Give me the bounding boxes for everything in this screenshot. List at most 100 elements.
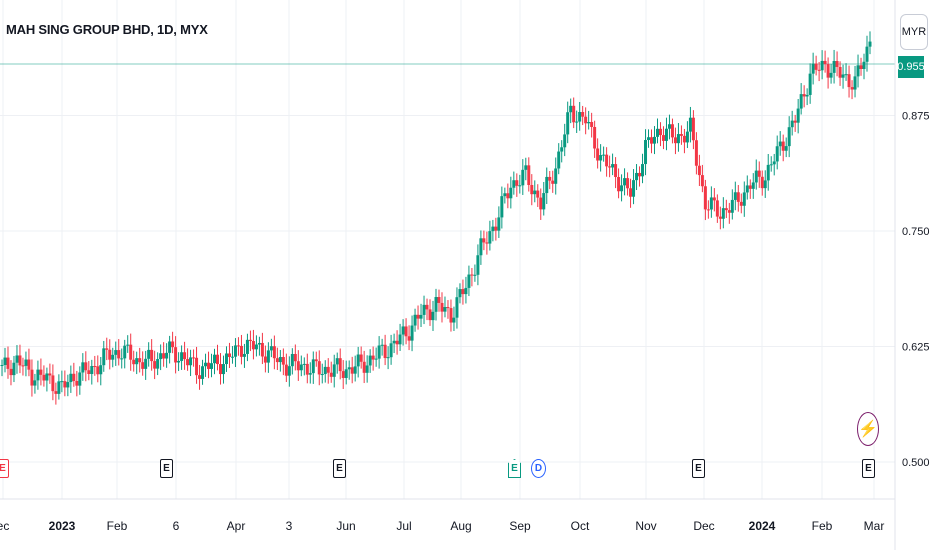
- candle-body: [811, 63, 815, 74]
- candle-body: [787, 127, 791, 147]
- candle-body: [488, 231, 492, 244]
- candle-body: [676, 134, 680, 144]
- candle-body: [578, 112, 582, 122]
- candle-body: [30, 369, 34, 386]
- candle-body: [198, 375, 202, 379]
- price-tick-label: 0.625: [902, 342, 930, 354]
- candle-body: [652, 136, 656, 144]
- candle-body: [329, 372, 333, 377]
- candle-body: [69, 373, 73, 383]
- candle-body: [709, 197, 713, 210]
- time-tick-label: Apr: [227, 519, 246, 533]
- candle-body: [560, 147, 564, 152]
- candle-body: [635, 172, 639, 181]
- candle-body: [539, 197, 543, 210]
- candle-body: [353, 366, 357, 374]
- candle-body: [305, 363, 309, 375]
- earnings-marker[interactable]: E: [862, 459, 875, 478]
- candle-body: [3, 357, 7, 366]
- time-tick-label: 2023: [49, 519, 76, 533]
- candle-body: [748, 185, 752, 189]
- candle-body: [584, 116, 588, 124]
- candle-body: [611, 164, 615, 168]
- candle-body: [557, 151, 561, 169]
- candle-body: [700, 175, 704, 187]
- candle-body: [596, 148, 600, 161]
- candle-body: [697, 165, 701, 176]
- candle-body: [374, 358, 378, 360]
- time-tick-label: 2024: [749, 519, 776, 533]
- candle-body: [715, 200, 719, 217]
- candle-body: [464, 287, 468, 295]
- earnings-marker[interactable]: E: [333, 459, 346, 478]
- candle-body: [180, 352, 184, 361]
- candle-body: [431, 311, 435, 321]
- time-axis[interactable]: ec 2023 Feb 6 Apr 3 Jun Jul Aug Sep Oct Nov Dec 2024 F…: [0, 519, 884, 533]
- candle-body: [775, 146, 779, 162]
- currency-button[interactable]: MYR: [900, 14, 928, 50]
- candle-body: [772, 161, 776, 165]
- candle-body: [688, 117, 692, 132]
- candle-body: [204, 362, 208, 367]
- earnings-marker[interactable]: E: [508, 459, 521, 478]
- candle-body: [703, 186, 707, 210]
- candle-body: [272, 346, 276, 359]
- price-tick-label: 0.750: [902, 226, 930, 238]
- candle-body: [482, 238, 486, 243]
- candle-body: [581, 112, 585, 117]
- candle-body: [371, 355, 375, 360]
- candle-body: [865, 46, 869, 62]
- candle-body: [302, 363, 306, 365]
- candle-body: [667, 124, 671, 129]
- candle-body: [311, 359, 315, 374]
- candle-body: [829, 72, 833, 78]
- split-marker[interactable]: ⚡: [857, 412, 879, 446]
- candle-body: [590, 121, 594, 127]
- candle-body: [527, 165, 531, 186]
- candle-body: [554, 168, 558, 184]
- candle-body: [485, 242, 489, 244]
- candle-body: [350, 367, 354, 374]
- candle-body: [587, 121, 591, 124]
- candle-body: [147, 349, 151, 359]
- candle-body: [521, 169, 525, 186]
- candle-body: [476, 255, 480, 275]
- candle-body: [386, 357, 390, 359]
- candle-body: [218, 364, 222, 375]
- candle-body: [620, 185, 624, 192]
- candle-body: [278, 357, 282, 363]
- candle-body: [81, 362, 85, 373]
- candle-body: [658, 128, 662, 136]
- candle-body: [120, 358, 124, 360]
- candle-body: [168, 341, 172, 353]
- candle-body: [542, 193, 546, 210]
- candle-body: [260, 342, 264, 357]
- candle-body: [736, 192, 740, 202]
- candle-body: [838, 66, 842, 78]
- candle-body: [281, 357, 285, 365]
- candle-body: [757, 170, 761, 177]
- candle-body: [419, 314, 423, 319]
- candle-body: [24, 359, 28, 366]
- candle-body: [422, 304, 426, 315]
- candle-body: [509, 187, 513, 199]
- time-tick-label: Sep: [509, 519, 531, 533]
- candle-body: [201, 366, 205, 379]
- earnings-marker[interactable]: E: [0, 459, 9, 478]
- candle-body: [129, 344, 133, 360]
- candle-body: [446, 307, 450, 309]
- earnings-marker[interactable]: E: [160, 459, 173, 478]
- candle-body: [365, 365, 369, 373]
- candle-body: [317, 361, 321, 375]
- candle-body: [54, 391, 58, 394]
- candle-body: [599, 155, 603, 161]
- candle-body: [108, 349, 112, 360]
- time-tick-label: Feb: [812, 519, 833, 533]
- candle-body: [221, 364, 225, 375]
- dividend-marker[interactable]: D: [531, 459, 546, 478]
- price-axis[interactable]: 0.500 0.625 0.750 0.875: [902, 111, 930, 470]
- candle-body: [189, 357, 193, 366]
- candle-body: [470, 274, 474, 276]
- earnings-marker[interactable]: E: [692, 459, 705, 478]
